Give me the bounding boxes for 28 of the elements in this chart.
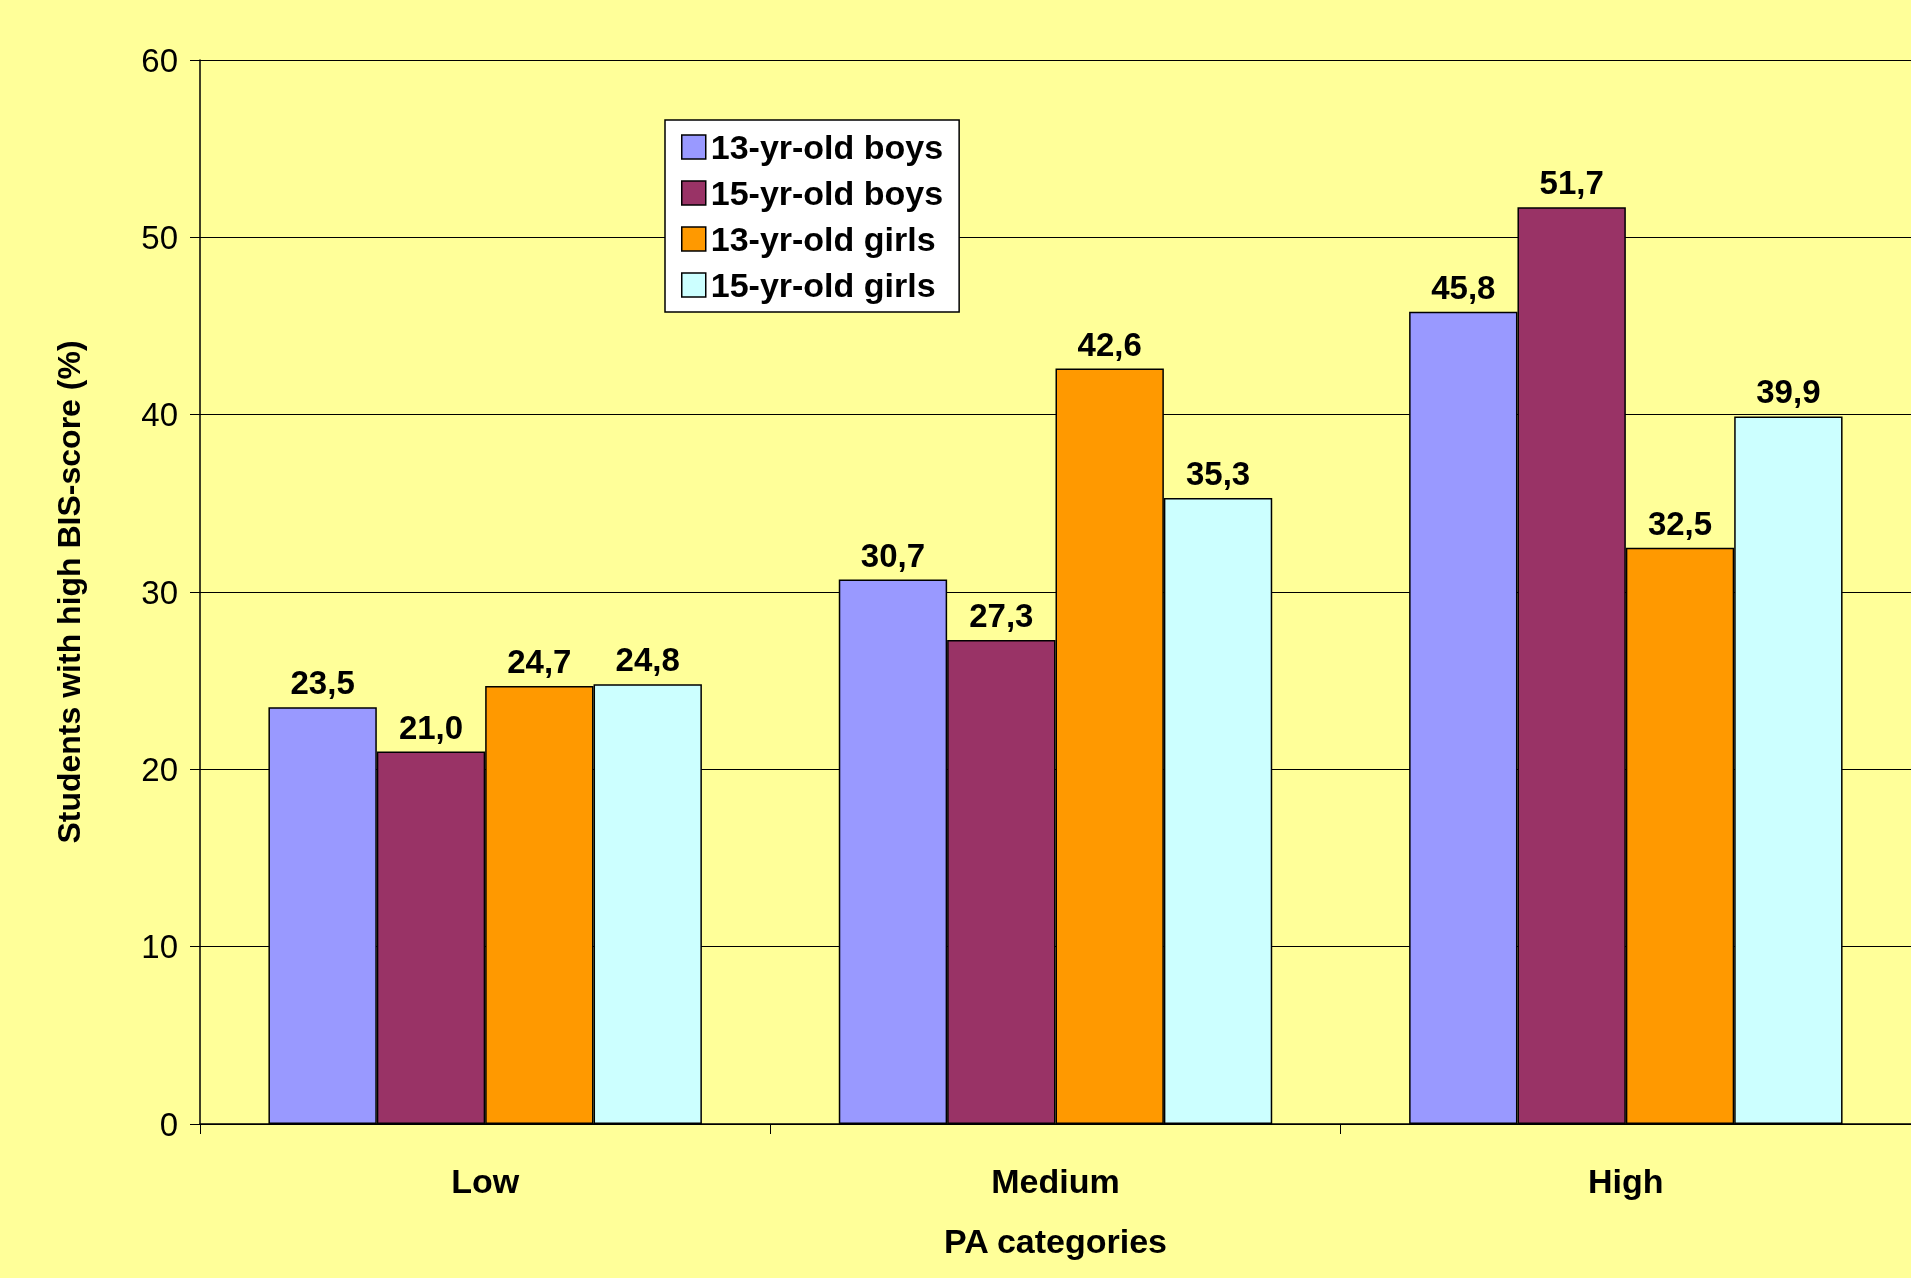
x-axis-title: PA categories	[944, 1222, 1167, 1260]
y-axis-title: Students with high BIS-score (%)	[51, 340, 87, 844]
y-tick-label: 20	[141, 750, 178, 788]
data-label: 21,0	[398, 708, 464, 746]
data-label: 51,7	[1539, 164, 1604, 202]
y-tick-label: 0	[159, 1105, 178, 1143]
y-tick-label: 30	[141, 573, 178, 611]
y-tick-label: 40	[141, 396, 178, 434]
data-label: 45,8	[1431, 268, 1496, 306]
legend-label: 15-yr-old girls	[710, 266, 936, 304]
legend-label: 13-yr-old girls	[710, 220, 936, 258]
x-tick-label: Low	[451, 1162, 520, 1200]
data-label: 39,9	[1756, 373, 1821, 411]
data-label: 35,3	[1185, 455, 1251, 493]
data-label: 27,3	[969, 596, 1034, 634]
y-tick-label: 50	[141, 218, 178, 256]
data-label: 24,7	[507, 642, 572, 680]
data-label: 24,8	[615, 641, 680, 679]
data-label: 30,7	[860, 536, 926, 574]
data-label: 23,5	[290, 664, 355, 702]
legend-label: 13-yr-old boys	[710, 128, 944, 166]
x-tick-label: Medium	[991, 1162, 1120, 1200]
y-tick-label: 10	[141, 928, 178, 966]
y-tick-label: 60	[141, 41, 178, 79]
data-label: 42,6	[1077, 325, 1142, 363]
legend-label: 15-yr-old boys	[710, 174, 944, 212]
x-tick-label: High	[1588, 1162, 1664, 1200]
data-label: 32,5	[1647, 504, 1713, 542]
